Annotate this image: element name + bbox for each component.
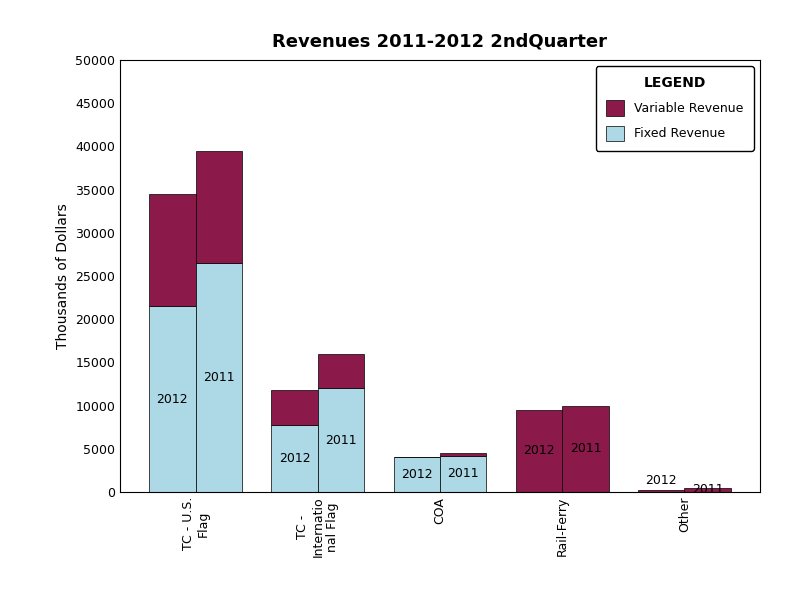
Text: 2011: 2011 xyxy=(570,442,602,455)
Bar xyxy=(440,456,486,492)
Bar xyxy=(195,151,242,263)
Bar xyxy=(195,263,242,492)
Y-axis label: Thousands of Dollars: Thousands of Dollars xyxy=(55,203,70,349)
Text: 2012: 2012 xyxy=(523,445,555,457)
Text: 2011: 2011 xyxy=(325,434,357,446)
Text: 2011: 2011 xyxy=(203,371,234,384)
Bar xyxy=(516,410,562,492)
Bar xyxy=(271,425,318,492)
Text: 2011: 2011 xyxy=(692,484,723,496)
Bar xyxy=(638,490,685,492)
Text: 2012: 2012 xyxy=(401,468,433,481)
Bar xyxy=(394,457,440,492)
Legend: Variable Revenue, Fixed Revenue: Variable Revenue, Fixed Revenue xyxy=(596,66,754,151)
Bar xyxy=(318,388,364,492)
Title: Revenues 2011-2012 2ndQuarter: Revenues 2011-2012 2ndQuarter xyxy=(273,32,607,50)
Bar xyxy=(149,306,195,492)
Text: 2012: 2012 xyxy=(646,474,677,487)
Bar xyxy=(440,453,486,456)
Bar xyxy=(562,406,609,492)
Text: 2012: 2012 xyxy=(157,392,188,406)
Bar xyxy=(149,194,195,306)
Bar xyxy=(318,354,364,388)
Bar xyxy=(271,390,318,425)
Text: 2012: 2012 xyxy=(278,452,310,465)
Bar xyxy=(685,488,731,492)
Text: 2011: 2011 xyxy=(447,467,479,481)
